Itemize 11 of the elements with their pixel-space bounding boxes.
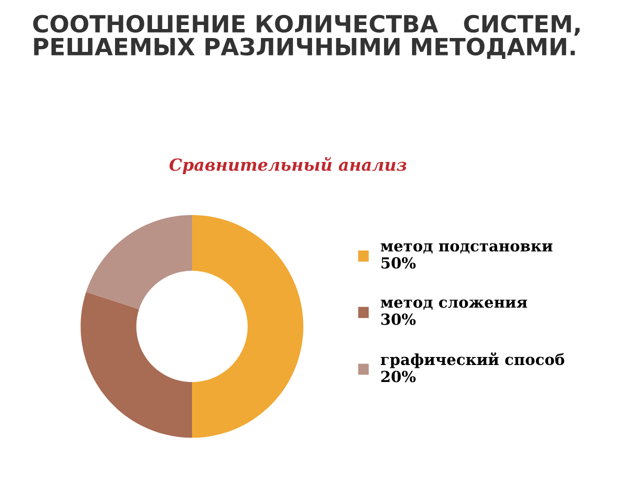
legend-label: метод подстановки xyxy=(380,243,552,254)
donut-slice xyxy=(80,292,192,438)
legend-label: метод сложения xyxy=(380,300,528,310)
legend-label: графический способ xyxy=(380,352,564,368)
chart-title: СООТНОШЕНИЕ КОЛИЧЕСТВА СИСТЕМ, РЕШАЕМЫХ РАЗЛИЧНЫМИ МЕТОДАМИ. xyxy=(33,14,580,59)
data-label: 20% xyxy=(381,370,416,382)
data-label: 50% xyxy=(382,257,416,269)
data-label: 30% xyxy=(381,313,416,326)
chart-subtitle: Сравнительный анализ xyxy=(169,157,406,174)
donut-slice xyxy=(192,215,304,438)
donut-slice xyxy=(86,215,192,310)
